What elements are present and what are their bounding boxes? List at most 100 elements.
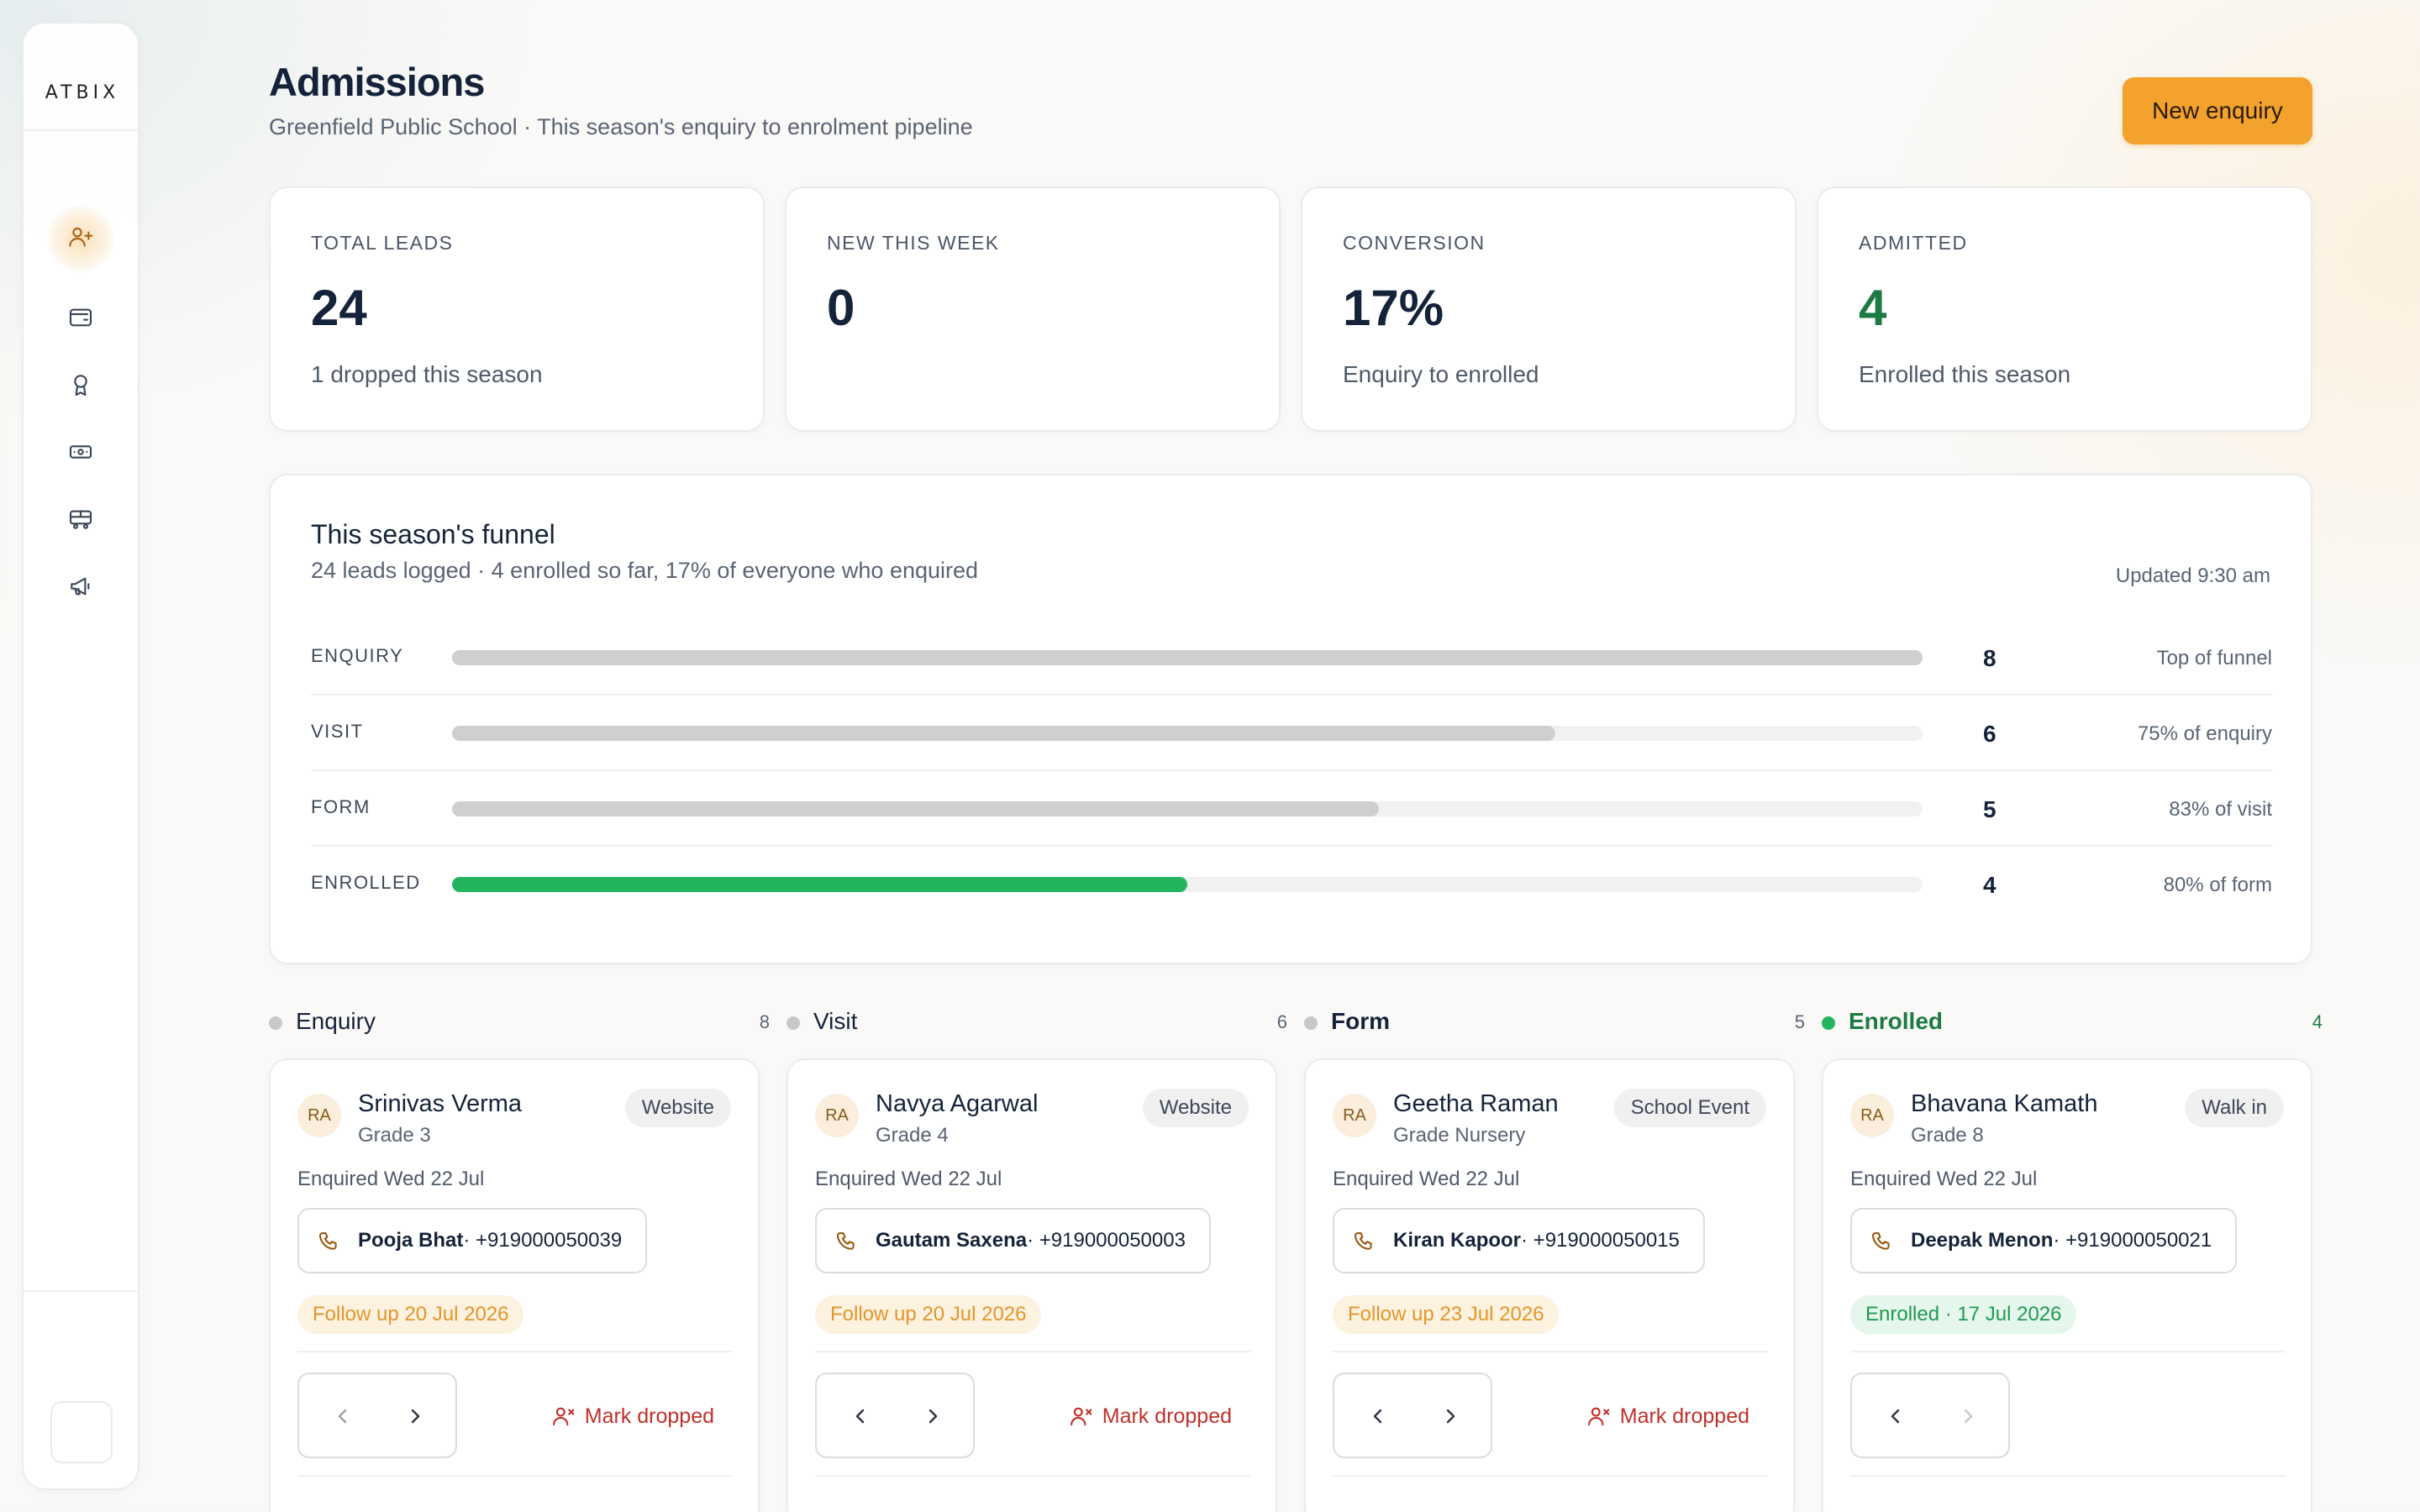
follow-up-badge: Follow up 20 Jul 2026 [815,1295,1042,1334]
column-status-dot [1304,1016,1318,1030]
user-plus-icon [67,223,94,255]
lead-card[interactable]: RA Bhavana Kamath Grade 8 Walk in Enquir… [1822,1058,2312,1512]
mark-dropped-button[interactable]: Mark dropped [1586,1399,1749,1433]
sidebar-item-fees[interactable] [60,433,101,474]
bus-icon [67,506,94,537]
stat-note: 1 dropped this season [311,361,543,387]
chevron-left-icon [1373,1409,1382,1424]
mark-dropped-label: Mark dropped [584,1404,714,1428]
move-previous-button[interactable] [1360,1398,1397,1435]
phone-icon [1353,1230,1376,1253]
contact-name: Gautam Saxena [876,1229,1028,1252]
source-badge: Website [624,1089,731,1127]
stage-note: 75% of enquiry [2137,722,2272,745]
move-next-button[interactable] [1949,1398,1986,1435]
move-previous-button[interactable] [842,1398,879,1435]
stat-value: 0 [827,280,855,336]
contact-name: Deepak Menon [1911,1229,2054,1252]
funnel-card: This season's funnel 24 leads logged · 4… [269,474,2312,964]
sidebar-item-admissions[interactable] [47,205,114,272]
follow-up-badge: Follow up 23 Jul 2026 [1333,1295,1560,1334]
stage-count: 6 [1983,721,1996,747]
stage-label: FORM [311,796,371,817]
card-divider [297,1475,733,1477]
stat-label: NEW THIS WEEK [827,232,1000,254]
banknote-icon [67,438,94,470]
chevron-right-icon [1446,1409,1455,1424]
stage-count: 8 [1983,645,1996,671]
enquiry-date: Enquired Wed 22 Jul [1850,1168,2038,1190]
column-header-enquiry: Enquiry 8 [269,1006,770,1040]
sidebar-item-transport[interactable] [60,501,101,541]
stage-label: VISIT [311,721,364,742]
mark-dropped-button[interactable]: Mark dropped [1069,1399,1232,1433]
enquiry-date: Enquired Wed 22 Jul [1333,1168,1520,1190]
stat-value: 4 [1859,280,1887,336]
lead-name: Bhavana Kamath [1911,1090,2098,1117]
card-divider [1333,1351,1768,1352]
lead-grade: Grade 3 [358,1124,431,1147]
wallet-icon [67,304,94,335]
stage-bar-fill [452,726,1555,741]
enquiry-date: Enquired Wed 22 Jul [297,1168,485,1190]
contact-name: Pooja Bhat [358,1229,464,1252]
stat-note: Enrolled this season [1859,361,2071,387]
contact-call-button[interactable]: Pooja Bhat · +919000050039 [297,1208,648,1273]
sidebar: ATBIX [22,22,139,1490]
avatar: RA [815,1094,859,1137]
chevron-right-icon [1964,1409,1973,1424]
sidebar-item-wallet[interactable] [60,299,101,339]
stage-note: 83% of visit [2169,798,2272,821]
funnel-subtitle: 24 leads logged · 4 enrolled so far, 17%… [311,558,979,583]
lead-card[interactable]: RA Navya Agarwal Grade 4 Website Enquire… [786,1058,1277,1512]
user-x-icon [551,1404,576,1429]
card-divider [815,1351,1250,1352]
contact-name: Kiran Kapoor [1393,1229,1522,1252]
lead-card[interactable]: RA Geetha Raman Grade Nursery School Eve… [1304,1058,1795,1512]
move-previous-button[interactable] [1877,1398,1914,1435]
contact-call-button[interactable]: Deepak Menon · +919000050021 [1850,1208,2238,1273]
stat-card-total-leads: TOTAL LEADS 24 1 dropped this season [269,186,765,432]
chevron-left-icon [338,1409,347,1424]
phone-icon [318,1230,341,1253]
column-status-dot [786,1016,800,1030]
page-title: Admissions [269,60,485,104]
stage-bar-fill [452,650,1923,665]
move-next-button[interactable] [1432,1398,1469,1435]
funnel-title: This season's funnel [311,519,555,549]
column-header-visit: Visit 6 [786,1006,1287,1040]
column-title: Visit [813,1008,858,1034]
column-title: Enquiry [296,1008,376,1034]
user-x-icon [1069,1404,1094,1429]
lead-card[interactable]: RA Srinivas Verma Grade 3 Website Enquir… [269,1058,760,1512]
source-badge: School Event [1613,1089,1766,1127]
sidebar-item-awards[interactable] [60,366,101,407]
avatar: RA [297,1094,341,1137]
move-next-button[interactable] [397,1398,434,1435]
move-previous-button[interactable] [324,1398,361,1435]
funnel-row-enquiry: ENQUIRY 8 Top of funnel [311,620,2272,696]
column-status-dot [1822,1016,1835,1030]
stage-move-controls [815,1373,975,1458]
stage-move-controls [1333,1373,1492,1458]
stat-label: TOTAL LEADS [311,232,454,254]
column-count: 8 [759,1011,770,1032]
brand-logo[interactable]: ATBIX [45,82,120,103]
stat-label: ADMITTED [1859,232,1968,254]
contact-call-button[interactable]: Gautam Saxena · +919000050003 [815,1208,1211,1273]
lead-name: Navya Agarwal [876,1090,1039,1117]
stage-move-controls [297,1373,457,1458]
contact-call-button[interactable]: Kiran Kapoor · +919000050015 [1333,1208,1705,1273]
lead-name: Srinivas Verma [358,1090,523,1117]
stage-label: ENROLLED [311,872,421,893]
follow-up-badge: Follow up 20 Jul 2026 [297,1295,524,1334]
move-next-button[interactable] [914,1398,951,1435]
new-enquiry-button[interactable]: New enquiry [2123,77,2312,144]
page-subtitle: Greenfield Public School · This season's… [269,114,973,139]
sidebar-item-announcements[interactable] [60,568,101,608]
user-avatar-slot[interactable] [50,1401,113,1463]
stat-label: CONVERSION [1343,232,1486,254]
mark-dropped-button[interactable]: Mark dropped [551,1399,714,1433]
column-count: 5 [1794,1011,1805,1032]
card-divider [1850,1475,2286,1477]
